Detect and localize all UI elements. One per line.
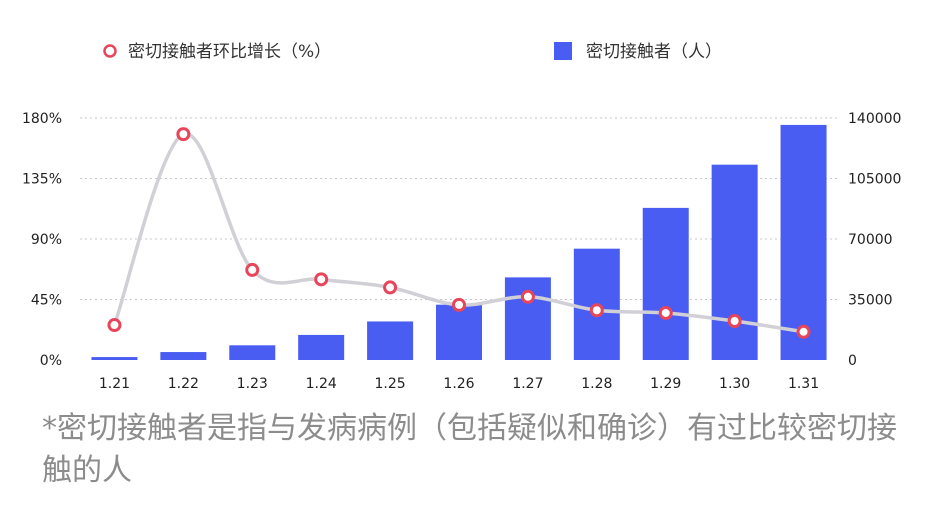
line-point [796, 324, 811, 339]
x-tick-label: 1.30 [719, 376, 750, 392]
x-tick-label: 1.21 [99, 376, 130, 392]
bar [367, 321, 414, 360]
x-axis-ticks: 1.21 1.22 1.23 1.24 1.25 1.26 1.27 1.28 1.29 1.30… [99, 376, 819, 392]
legend-bar-label: 密切接触者（人） [586, 42, 722, 62]
bar [160, 352, 207, 360]
line-point [314, 272, 329, 287]
legend: 密切接触者环比增长（%） 密切接触者（人） [103, 42, 722, 62]
line-point [520, 289, 535, 304]
right-tick-label: 0 [848, 353, 857, 369]
bar [780, 124, 827, 361]
bar [91, 357, 138, 360]
x-tick-label: 1.29 [650, 376, 681, 392]
left-tick-label: 45% [31, 293, 62, 309]
left-tick-label: 0% [40, 353, 62, 369]
footnote: *密切接触者是指与发病病例（包括疑似和确诊）有过比较密切接触的人 [42, 411, 897, 488]
line-point [245, 262, 260, 277]
line-point [727, 314, 742, 329]
bar-series [91, 124, 827, 361]
growth-markers [107, 127, 811, 339]
bar [436, 304, 482, 360]
line-point [107, 318, 122, 333]
x-tick-label: 1.24 [306, 376, 337, 392]
x-tick-label: 1.22 [168, 376, 199, 392]
x-tick-label: 1.25 [375, 376, 406, 392]
line-point [176, 127, 191, 142]
bar [711, 164, 758, 360]
x-tick-label: 1.26 [443, 376, 474, 392]
line-point [658, 305, 673, 320]
legend-bar-swatch-icon [554, 42, 572, 60]
left-tick-label: 90% [31, 232, 62, 248]
bar [229, 345, 276, 360]
x-tick-label: 1.31 [788, 376, 819, 392]
line-point [589, 303, 604, 318]
bar [642, 207, 689, 360]
right-tick-label: 35000 [848, 293, 893, 309]
left-tick-label: 180% [22, 111, 62, 127]
legend-line-marker-icon [103, 44, 117, 58]
legend-line-label: 密切接触者环比增长（%） [128, 42, 331, 62]
right-axis-ticks: 0 35000 70000 105000 140000 [848, 111, 901, 369]
x-tick-label: 1.23 [237, 376, 268, 392]
right-tick-label: 140000 [848, 111, 901, 127]
x-tick-label: 1.27 [512, 376, 543, 392]
line-point [383, 280, 398, 295]
line-point [452, 297, 466, 312]
combo-chart: 0% 45% 90% 135% 180% 0 35000 70000 105000 140000… [22, 42, 901, 392]
x-tick-label: 1.28 [581, 376, 612, 392]
left-axis-ticks: 0% 45% 90% 135% 180% [22, 111, 62, 369]
right-tick-label: 105000 [848, 172, 901, 188]
right-tick-label: 70000 [848, 232, 893, 248]
bar [298, 334, 345, 360]
bar [504, 277, 551, 360]
left-tick-label: 135% [22, 172, 62, 188]
